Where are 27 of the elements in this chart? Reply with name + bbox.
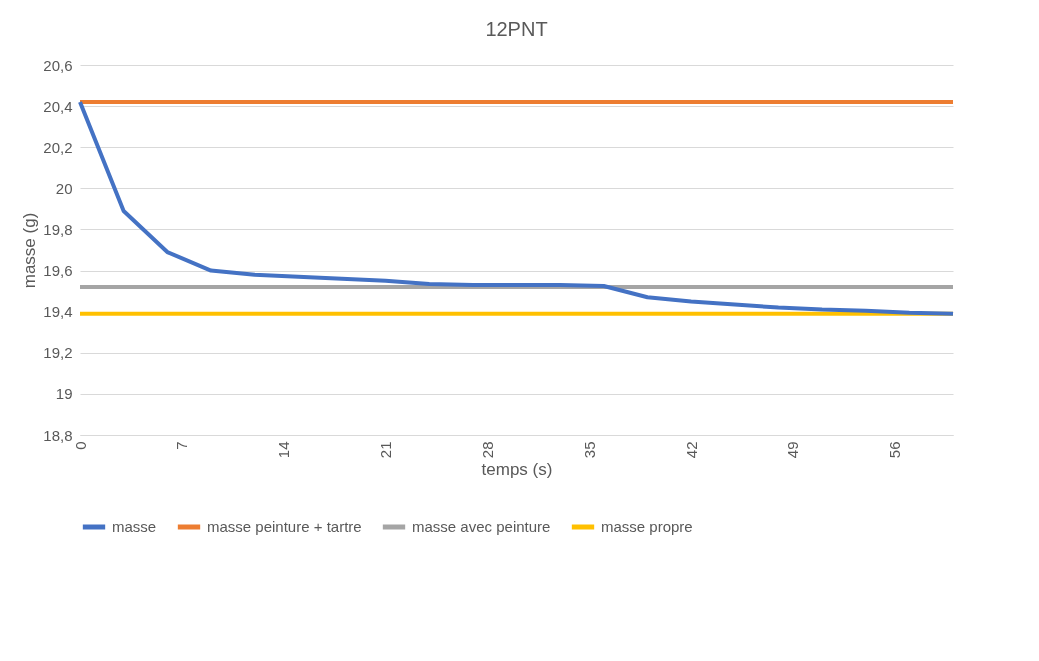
x-tick-label: 49 (784, 441, 802, 459)
legend-label: masse peinture + tartre (207, 518, 362, 535)
x-tick-label: 0 (71, 441, 89, 450)
y-tick-label: 19,6 (43, 262, 73, 280)
y-tick-label: 20 (55, 179, 73, 197)
x-tick-label: 28 (478, 441, 496, 459)
x-tick-label: 42 (682, 441, 700, 459)
x-tick-label: 56 (886, 441, 904, 459)
legend-label: masse propre (601, 518, 693, 535)
x-tick-label: 7 (173, 441, 191, 450)
x-tick-label: 35 (580, 441, 598, 459)
chart-title: 12PNT (485, 18, 548, 40)
y-tick-label: 19,4 (43, 303, 73, 321)
x-tick-label: 21 (377, 441, 395, 459)
legend-label: masse avec peinture (412, 518, 551, 535)
y-tick-label: 19 (55, 385, 73, 403)
y-axis-title: masse (g) (20, 212, 40, 289)
y-tick-label: 20,2 (43, 138, 73, 156)
y-tick-label: 20,4 (43, 97, 73, 115)
y-tick-label: 19,2 (43, 344, 73, 362)
legend-label: masse (112, 518, 157, 535)
line-series (78, 100, 955, 316)
y-tick-label: 18,8 (43, 426, 73, 444)
y-tick-label: 19,8 (43, 220, 73, 238)
x-axis-title: temps (s) (481, 460, 553, 480)
y-tick-label: 20,6 (43, 56, 73, 74)
x-tick-label: 14 (275, 441, 293, 459)
